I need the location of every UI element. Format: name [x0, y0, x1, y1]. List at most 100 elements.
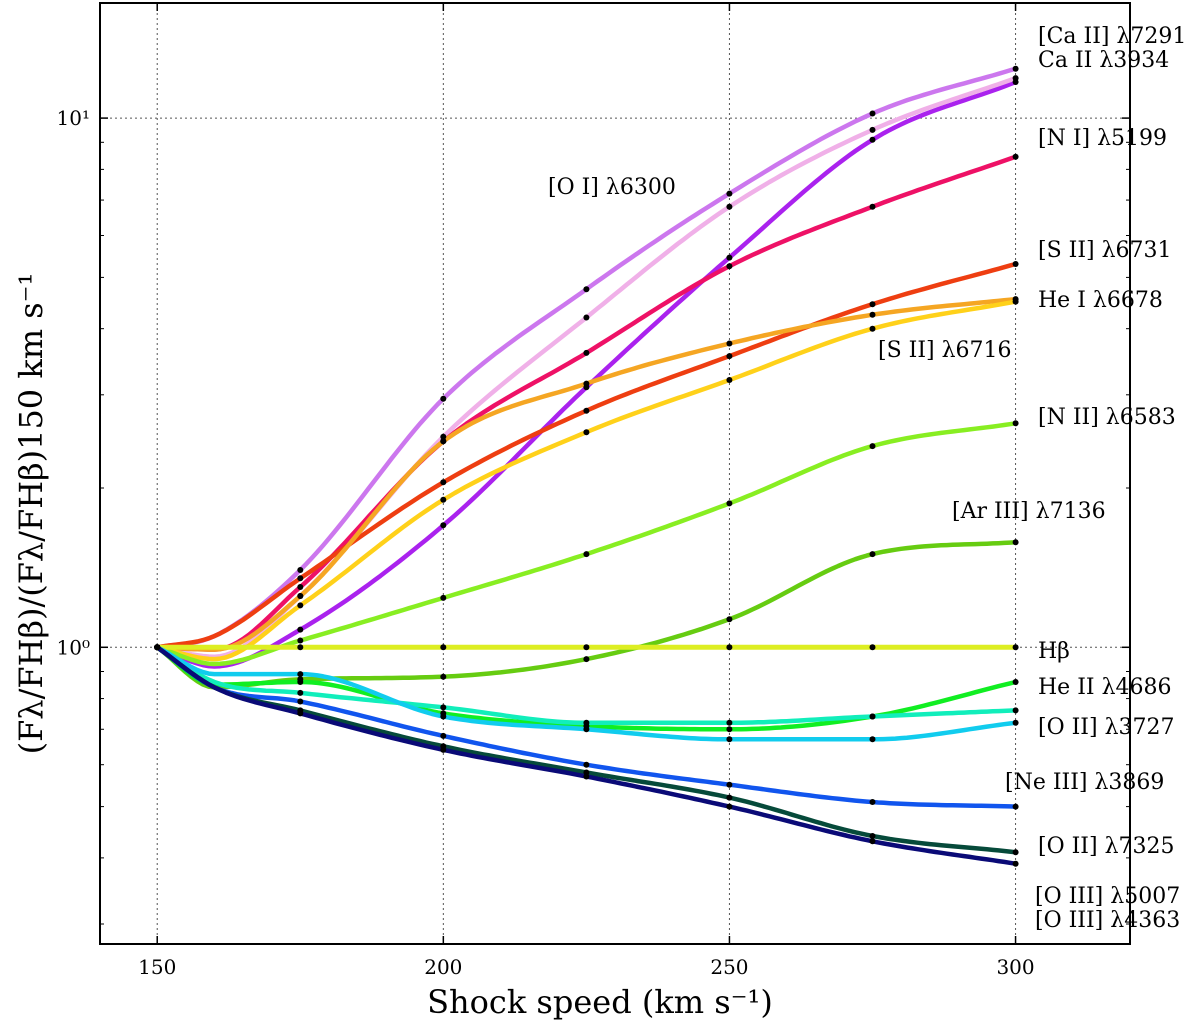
data-point-9-2 [440, 644, 447, 651]
data-point-15-0 [154, 644, 161, 651]
data-point-0-4 [726, 190, 733, 197]
x-tick-label-2: 250 [710, 955, 748, 979]
series-label-2: [O I] λ6300 [548, 175, 676, 200]
data-point-2-4 [726, 203, 733, 210]
data-point-2-6 [1012, 75, 1019, 82]
data-point-11-6 [1012, 707, 1019, 714]
data-point-8-2 [440, 673, 447, 680]
data-point-9-3 [583, 644, 590, 651]
data-point-5-1 [297, 593, 304, 599]
data-point-6-5 [869, 325, 876, 332]
data-point-5-3 [583, 380, 590, 387]
series-line-7 [154, 421, 1018, 667]
series-label-4: [S II] λ6731 [1038, 238, 1172, 263]
data-point-0-5 [869, 110, 876, 117]
grid-lines [100, 3, 1130, 944]
data-point-12-1 [297, 671, 304, 678]
series-label-9: Hβ [1038, 639, 1070, 664]
series-label-15: [O III] λ4363 [1035, 908, 1180, 933]
plot-frame [99, 2, 1131, 945]
data-point-0-3 [583, 286, 590, 293]
data-point-7-4 [726, 500, 733, 507]
axis-ticks: 150 200 250 300 10⁰ 10¹ [57, 3, 1130, 979]
data-point-7-5 [869, 443, 876, 450]
x-tick-label-0: 150 [138, 955, 176, 979]
data-point-3-5 [869, 203, 876, 210]
data-point-13-5 [869, 799, 876, 805]
series-label-8: [Ar III] λ7136 [952, 499, 1106, 524]
data-point-14-5 [869, 833, 876, 839]
series-label-12: [Ne III] λ3869 [1005, 770, 1164, 795]
series-line-4 [154, 261, 1018, 650]
x-tick-label-1: 200 [424, 955, 462, 979]
data-point-6-2 [440, 496, 447, 503]
series-label-13: [O II] λ7325 [1038, 834, 1175, 859]
data-point-8-3 [583, 656, 590, 663]
data-point-4-3 [583, 407, 590, 414]
series-label-11: [O II] λ3727 [1038, 715, 1175, 740]
data-point-7-2 [440, 594, 447, 601]
data-point-6-6 [1012, 298, 1019, 305]
data-point-11-2 [440, 704, 447, 711]
data-point-9-4 [726, 644, 733, 651]
series-line-2 [154, 75, 1018, 659]
data-point-7-1 [297, 637, 304, 644]
data-point-3-4 [726, 263, 733, 270]
data-point-4-5 [869, 301, 876, 308]
data-point-6-4 [726, 377, 733, 383]
data-point-3-1 [297, 584, 304, 590]
data-point-8-4 [726, 616, 733, 623]
data-point-12-3 [583, 726, 590, 733]
data-point-10-1 [297, 679, 304, 685]
data-point-15-5 [869, 838, 876, 845]
data-point-11-3 [583, 719, 590, 726]
data-point-9-5 [869, 644, 876, 651]
data-point-13-1 [297, 698, 304, 705]
data-point-8-5 [869, 551, 876, 558]
data-point-9-1 [297, 644, 304, 651]
data-point-11-1 [297, 689, 304, 696]
series-label-3: [N I] λ5199 [1038, 126, 1167, 151]
data-point-10-6 [1012, 679, 1019, 685]
series-label-0: [Ca II] λ7291 [1038, 24, 1186, 49]
data-point-12-2 [440, 713, 447, 720]
data-point-4-4 [726, 353, 733, 360]
data-point-13-6 [1012, 803, 1019, 810]
series-label-14: [O III] λ5007 [1035, 884, 1180, 909]
data-point-2-3 [583, 314, 590, 321]
data-point-7-3 [583, 551, 590, 558]
series-label-6: [S II] λ6716 [878, 338, 1012, 363]
data-point-5-5 [869, 311, 876, 318]
x-axis-label: Shock speed (km s⁻¹) [427, 983, 773, 1021]
y-tick-label-0: 10⁰ [57, 635, 90, 659]
data-point-0-6 [1012, 65, 1019, 72]
data-point-2-5 [869, 126, 876, 133]
data-point-5-4 [726, 340, 733, 347]
data-point-0-1 [297, 567, 304, 573]
series-label-10: He II λ4686 [1038, 675, 1172, 700]
data-point-6-1 [297, 602, 304, 609]
data-point-15-4 [726, 803, 733, 810]
data-point-4-6 [1012, 261, 1019, 267]
data-point-12-4 [726, 736, 733, 743]
series-label-1: Ca II λ3934 [1038, 48, 1169, 73]
data-point-1-4 [726, 254, 733, 261]
data-point-13-2 [440, 732, 447, 739]
series-markers [154, 65, 1019, 867]
data-point-15-3 [583, 773, 590, 780]
x-tick-label-3: 300 [996, 955, 1034, 979]
data-point-3-6 [1012, 153, 1019, 160]
series-line-1 [154, 79, 1018, 669]
data-point-1-1 [297, 626, 304, 633]
y-axis-label: (Fλ/FHβ)/(Fλ/FHβ)150 km s⁻¹ [12, 273, 50, 755]
series-line-3 [154, 154, 1018, 652]
data-point-15-2 [440, 746, 447, 753]
data-point-7-6 [1012, 420, 1019, 427]
data-point-1-2 [440, 522, 447, 529]
data-point-10-4 [726, 726, 733, 733]
data-point-3-3 [583, 349, 590, 356]
data-point-15-1 [297, 710, 304, 717]
data-point-9-6 [1012, 644, 1019, 651]
